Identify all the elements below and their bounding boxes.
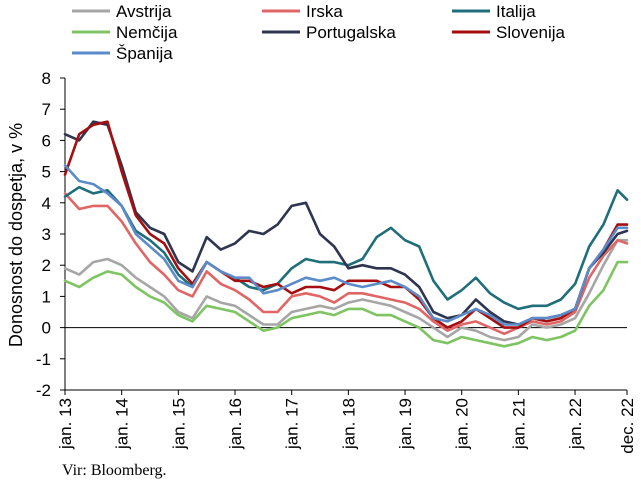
series-lines bbox=[63, 120, 629, 348]
y-tick-label: 6 bbox=[42, 131, 51, 150]
y-tick-label: 4 bbox=[42, 194, 51, 213]
x-axis: jan. 13 jan. 14 jan. 15 jan. 16 jan. 17 jan. … bbox=[56, 327, 637, 454]
x-tick-label: jan. 15 bbox=[169, 398, 188, 450]
x-tick-label: jan. 16 bbox=[226, 398, 245, 450]
legend: Avstrija Irska Italija Nemčija Portugalska Sl… bbox=[72, 2, 566, 63]
y-tick-label: -2 bbox=[36, 381, 51, 400]
series-line-1 bbox=[63, 238, 629, 342]
legend-label: Irska bbox=[306, 2, 343, 21]
y-tick-label: 7 bbox=[42, 100, 51, 119]
legend-label: Španija bbox=[116, 44, 173, 63]
y-tick-label: 0 bbox=[42, 319, 51, 338]
x-tick-label: dec. 22 bbox=[618, 398, 637, 454]
series-line-7 bbox=[63, 164, 629, 326]
y-tick-label: 5 bbox=[42, 163, 51, 182]
x-tick-label: jan. 18 bbox=[339, 398, 358, 450]
y-tick-label: -1 bbox=[36, 350, 51, 369]
y-axis: -2 -1 0 1 2 3 4 5 6 7 8 bbox=[36, 69, 66, 400]
legend-label: Italija bbox=[496, 2, 536, 21]
x-tick-label: jan. 21 bbox=[509, 398, 528, 450]
x-tick-label: jan. 17 bbox=[283, 398, 302, 450]
y-tick-label: 2 bbox=[42, 256, 51, 275]
series-line-4 bbox=[63, 260, 629, 348]
legend-label: Portugalska bbox=[306, 23, 396, 42]
series-line-3 bbox=[63, 185, 629, 311]
x-tick-label: jan. 14 bbox=[113, 398, 132, 450]
legend-label: Slovenija bbox=[496, 23, 566, 42]
y-axis-title: Donosnost do dospetja, v % bbox=[6, 123, 26, 347]
x-tick-label: jan. 13 bbox=[56, 398, 75, 450]
x-tick-label: jan. 22 bbox=[566, 398, 585, 450]
y-tick-label: 3 bbox=[42, 225, 51, 244]
legend-label: Nemčija bbox=[116, 23, 178, 42]
y-tick-label: 1 bbox=[42, 287, 51, 306]
series-line-2 bbox=[63, 192, 629, 336]
x-tick-label: jan. 20 bbox=[453, 398, 472, 450]
y-tick-label: 8 bbox=[42, 69, 51, 88]
x-tick-label: jan. 19 bbox=[396, 398, 415, 450]
legend-label: Avstrija bbox=[116, 2, 172, 21]
source-note: Vir: Bloomberg. bbox=[62, 462, 167, 479]
